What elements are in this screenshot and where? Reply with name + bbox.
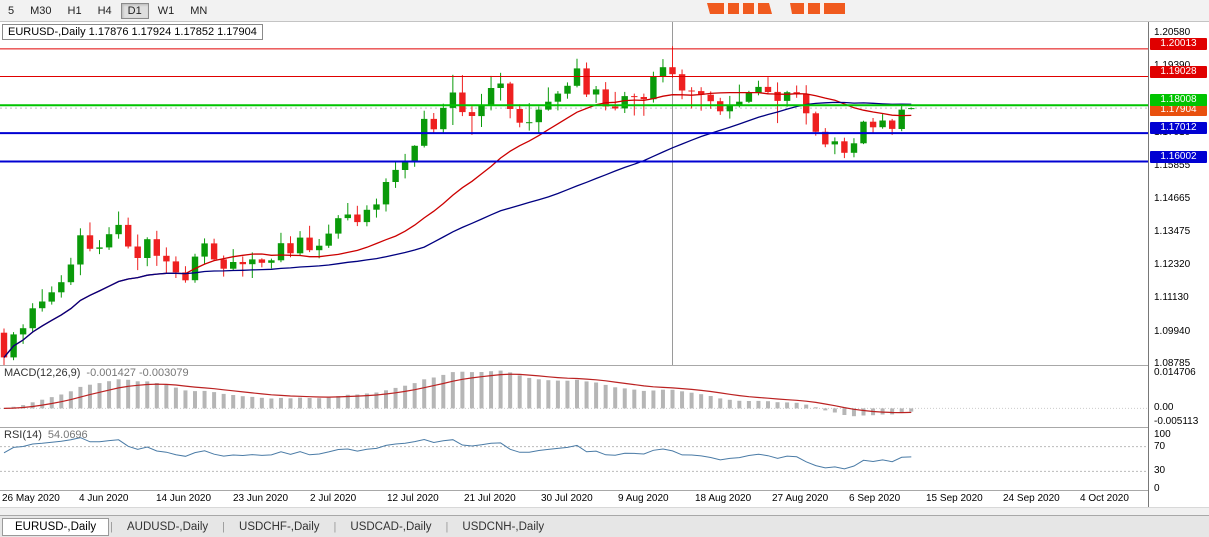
pane-separator[interactable]	[0, 365, 1209, 366]
price-chart-canvas[interactable]	[0, 22, 1148, 365]
price-tick: 1.13475	[1154, 226, 1191, 238]
time-axis[interactable]: 26 May 2020 4 Jun 2020 14 Jun 2020 23 Jun 2…	[0, 491, 1148, 507]
date-label: 2 Jul 2020	[310, 493, 357, 504]
macd-name: MACD(12,26,9)	[4, 367, 81, 379]
date-label: 24 Sep 2020	[1003, 493, 1060, 504]
scroll-strip	[0, 507, 1209, 515]
macd-axis-label: 0.00	[1154, 402, 1174, 414]
rsi-name: RSI(14)	[4, 429, 42, 441]
date-label: 30 Jul 2020	[541, 493, 593, 504]
rsi-axis-label: 100	[1154, 429, 1171, 440]
date-label: 15 Sep 2020	[926, 493, 983, 504]
price-tick: 1.09940	[1154, 325, 1191, 337]
chart-tabs: EURUSD-,Daily | AUDUSD-,Daily | USDCHF-,Dail…	[0, 515, 1209, 537]
rsi-canvas[interactable]	[0, 428, 1148, 490]
tab-eurusd-daily[interactable]: EURUSD-,Daily	[2, 517, 110, 536]
price-line-label: 1.17012	[1150, 122, 1207, 135]
macd-axis-label: -0.005113	[1154, 415, 1199, 427]
tab-audusd-daily[interactable]: AUDUSD-,Daily	[127, 520, 209, 533]
macd-canvas[interactable]	[0, 366, 1148, 427]
timeframe-button-D1[interactable]: D1	[120, 2, 149, 19]
date-label: 23 Jun 2020	[233, 493, 289, 504]
chart-region: EURUSD-,Daily 1.17876 1.17924 1.17852 1.…	[0, 22, 1209, 507]
date-label: 14 Jun 2020	[156, 493, 212, 504]
date-label: 21 Jul 2020	[464, 493, 516, 504]
tab-usdcnh-daily[interactable]: USDCNH-,Daily	[462, 520, 545, 533]
timeframe-button-H4[interactable]: H4	[91, 3, 119, 19]
macd-pane[interactable]: MACD(12,26,9) -0.001427 -0.003079	[0, 366, 1148, 427]
current-price-label: 1.17904	[1150, 104, 1207, 117]
date-label: 6 Sep 2020	[849, 493, 901, 504]
tab-usdchf-daily[interactable]: USDCHF-,Daily	[239, 520, 320, 533]
price-line-label: 1.18008	[1150, 94, 1207, 107]
tab-usdcad-daily[interactable]: USDCAD-,Daily	[350, 520, 432, 533]
price-tick: 1.15855	[1154, 159, 1191, 171]
tab-separator: |	[333, 520, 337, 533]
macd-axis-label: 0.014706	[1154, 367, 1196, 378]
rsi-value: 54.0696	[47, 429, 88, 441]
tab-separator: |	[110, 520, 114, 533]
price-axis[interactable]: 1.205801.193901.182001.170101.158551.146…	[1148, 22, 1209, 507]
chart-title-text: EURUSD-,Daily 1.17876 1.17924 1.17852 1.…	[8, 26, 257, 38]
rsi-label: RSI(14) 54.0696	[4, 429, 88, 441]
macd-label: MACD(12,26,9) -0.001427 -0.003079	[4, 367, 189, 379]
rsi-axis-label: 0	[1154, 483, 1160, 494]
tab-separator: |	[445, 520, 449, 533]
tab-separator: |	[222, 520, 226, 533]
timeframe-button-H1[interactable]: H1	[61, 3, 89, 19]
price-line-label: 1.19028	[1150, 65, 1207, 78]
timeframe-button-MN[interactable]: MN	[183, 3, 214, 19]
price-tick: 1.14665	[1154, 193, 1191, 204]
rsi-axis-label: 70	[1154, 440, 1166, 452]
date-label: 9 Aug 2020	[618, 493, 669, 504]
date-label: 18 Aug 2020	[695, 493, 752, 504]
price-tick: 1.20580	[1154, 27, 1191, 38]
toolbar: 5 M30 H1 H4 D1 W1 MN	[0, 0, 1209, 22]
price-tick: 1.11130	[1154, 292, 1189, 304]
rsi-pane[interactable]: RSI(14) 54.0696	[0, 428, 1148, 490]
price-line-label: 1.16002	[1150, 150, 1207, 163]
rsi-axis-label: 30	[1154, 465, 1166, 477]
timeframe-button-5[interactable]: 5	[1, 3, 21, 19]
timeframe-toolbar: 5 M30 H1 H4 D1 W1 MN	[0, 2, 215, 19]
pane-separator	[0, 490, 1209, 491]
timeframe-button-M30[interactable]: M30	[23, 3, 58, 19]
brand-logo	[707, 3, 845, 14]
price-tick: 1.08785	[1154, 358, 1191, 369]
price-tick: 1.12320	[1154, 258, 1191, 270]
chart-title: EURUSD-,Daily 1.17876 1.17924 1.17852 1.…	[2, 24, 263, 40]
date-label: 4 Oct 2020	[1080, 493, 1129, 504]
date-label: 4 Jun 2020	[79, 493, 129, 504]
pane-separator[interactable]	[0, 427, 1209, 428]
date-label: 26 May 2020	[2, 493, 60, 504]
price-chart-pane[interactable]: EURUSD-,Daily 1.17876 1.17924 1.17852 1.…	[0, 22, 1148, 365]
timeframe-button-W1[interactable]: W1	[151, 3, 182, 19]
date-label: 27 Aug 2020	[772, 493, 829, 504]
date-label: 12 Jul 2020	[387, 493, 439, 504]
price-line-label: 1.20013	[1150, 37, 1207, 50]
macd-values: -0.001427 -0.003079	[86, 367, 189, 379]
